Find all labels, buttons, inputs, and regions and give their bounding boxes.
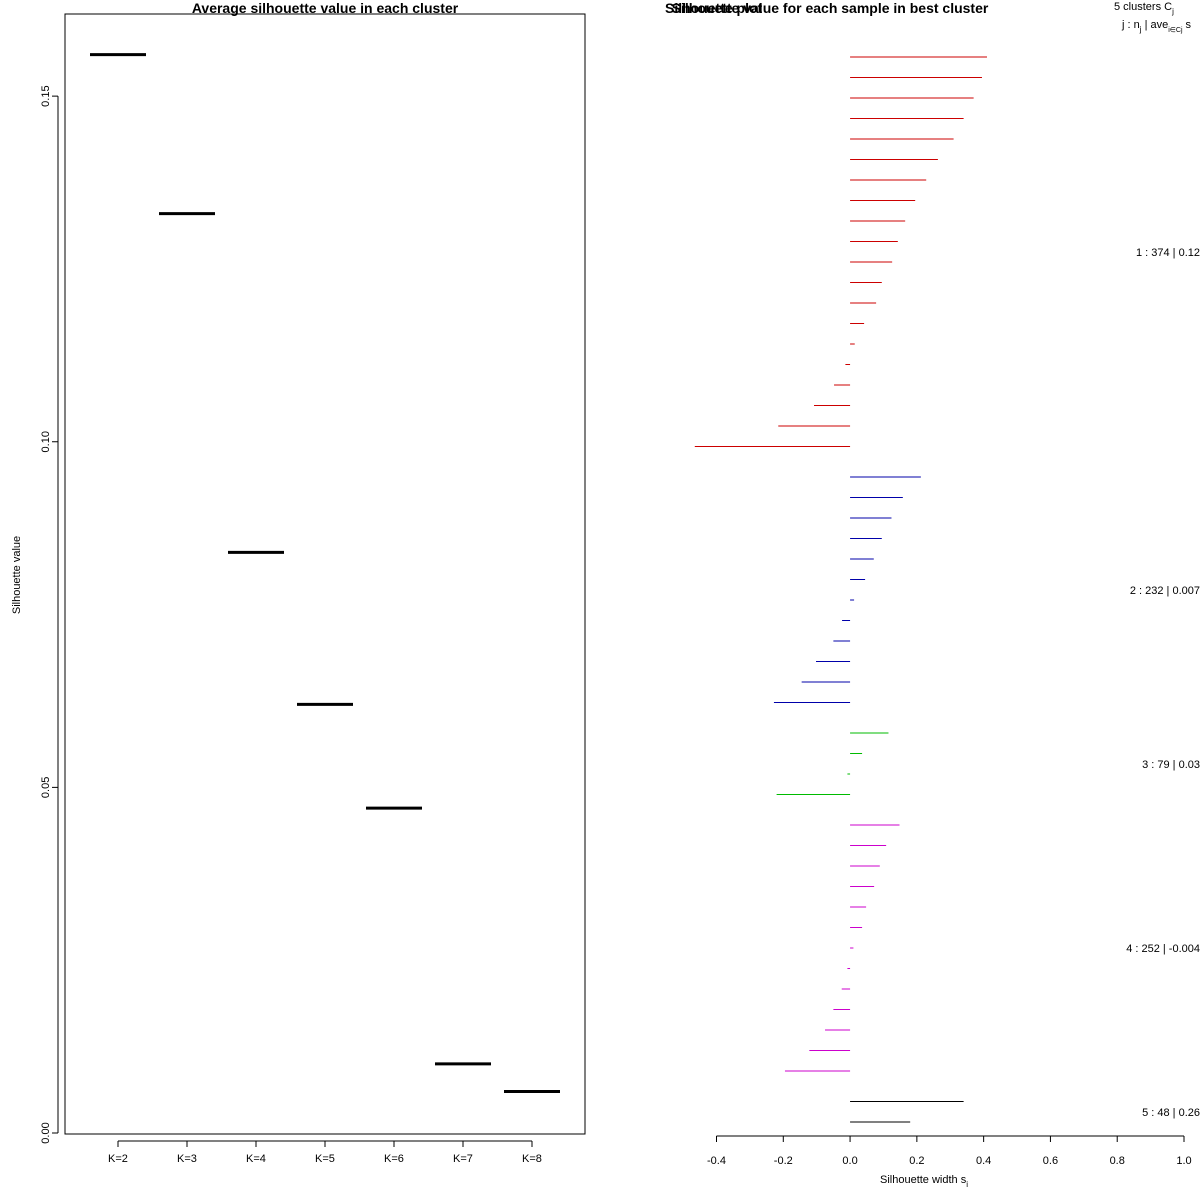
- left-x-tick-label: K=4: [246, 1153, 266, 1165]
- cluster-header: 5 clusters Cj j : nj | avei∈Cj s: [1114, 1, 1192, 34]
- right-x-tick-label: 1.0: [1176, 1155, 1191, 1167]
- right-chart-title: Silhouette value for each sample in best…: [672, 0, 989, 16]
- left-y-axis: 0.00 0.05 0.10 0.15: [40, 85, 59, 1144]
- cluster-header-line2-b: | ave: [1142, 19, 1169, 31]
- right-x-axis-label-sub: i: [966, 1180, 968, 1189]
- left-y-axis-label: Silhouette value: [11, 536, 23, 614]
- right-x-tick-label: 0.4: [976, 1155, 991, 1167]
- right-x-tick-label: 0.2: [909, 1155, 924, 1167]
- cluster-header-line1-sub: j: [1171, 7, 1174, 16]
- cluster-labels: 1 : 374 | 0.12 2 : 232 | 0.007 3 : 79 | 0.…: [1126, 247, 1200, 1119]
- left-average-marks: [90, 53, 560, 1094]
- left-x-tick-label: K=2: [108, 1153, 128, 1165]
- left-panel: Average silhouette value in each cluster…: [11, 0, 586, 1165]
- cluster-header-line2: j : n: [1121, 19, 1140, 31]
- right-x-tick-label: -0.2: [774, 1155, 793, 1167]
- left-y-tick-label: 0.10: [40, 431, 52, 452]
- cluster-header-line2-c: s: [1183, 19, 1192, 31]
- left-y-tick-label: 0.05: [40, 777, 52, 798]
- cluster-label: 5 : 48 | 0.26: [1142, 1107, 1200, 1119]
- left-x-tick-label: K=8: [522, 1153, 542, 1165]
- left-y-tick-label: 0.15: [40, 85, 52, 106]
- right-x-axis: -0.4 -0.2 0.0 0.2 0.4 0.6 0.8 1.0: [707, 1135, 1192, 1167]
- cluster-header-line2-b-sub: i∈Cj: [1168, 27, 1183, 34]
- cluster-label: 2 : 232 | 0.007: [1130, 585, 1200, 597]
- right-x-axis-label: Silhouette width s: [880, 1174, 967, 1186]
- cluster-label: 1 : 374 | 0.12: [1136, 247, 1200, 259]
- cluster-header-line1: 5 clusters C: [1114, 1, 1172, 13]
- left-x-tick-label: K=5: [315, 1153, 335, 1165]
- left-x-axis: K=2 K=3 K=4 K=5 K=6 K=7 K=8: [108, 1140, 542, 1165]
- svg-text:Silhouette width si: Silhouette width si: [880, 1174, 968, 1189]
- right-x-tick-label: 0.0: [842, 1155, 857, 1167]
- right-x-tick-label: 0.8: [1110, 1155, 1125, 1167]
- left-plot-frame: [64, 13, 586, 1135]
- silhouette-bars: [694, 56, 987, 1123]
- right-panel: Silhouette plot Silhouette value for eac…: [665, 0, 1200, 1189]
- left-x-tick-label: K=7: [453, 1153, 473, 1165]
- cluster-label: 4 : 252 | -0.004: [1126, 943, 1200, 955]
- svg-text:j : nj | avei∈Cj s: j : nj | avei∈Cj s: [1121, 19, 1192, 34]
- left-chart-title: Average silhouette value in each cluster: [192, 0, 459, 16]
- right-x-tick-label: 0.6: [1043, 1155, 1058, 1167]
- cluster-label: 3 : 79 | 0.03: [1142, 759, 1200, 771]
- left-y-tick-label: 0.00: [40, 1122, 52, 1143]
- right-chart-title-overlap: Silhouette plot: [665, 0, 763, 16]
- left-x-tick-label: K=6: [384, 1153, 404, 1165]
- cluster-header-line2-sub: j: [1139, 25, 1142, 34]
- right-x-tick-label: -0.4: [707, 1155, 726, 1167]
- left-x-tick-label: K=3: [177, 1153, 197, 1165]
- svg-text:5 clusters Cj: 5 clusters Cj: [1114, 1, 1174, 16]
